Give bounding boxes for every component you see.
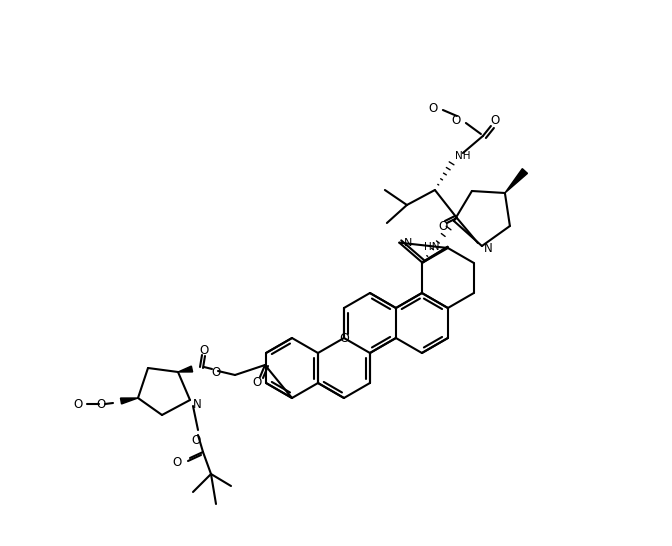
Text: NH: NH (455, 151, 470, 161)
Text: O: O (428, 102, 437, 115)
Text: N: N (404, 238, 413, 248)
Text: O: O (212, 365, 220, 378)
Polygon shape (178, 366, 193, 372)
Text: O: O (452, 114, 460, 127)
Polygon shape (120, 398, 138, 404)
Text: O: O (73, 399, 83, 412)
Text: N: N (484, 241, 493, 254)
Text: HN: HN (424, 242, 439, 252)
Polygon shape (505, 169, 528, 193)
Text: O: O (200, 345, 208, 358)
Text: O: O (173, 455, 181, 468)
Text: O: O (438, 219, 448, 233)
Text: O: O (192, 434, 201, 447)
Text: O: O (491, 115, 499, 128)
Text: O: O (339, 331, 349, 345)
Text: O: O (253, 377, 261, 389)
Text: O: O (96, 399, 106, 412)
Text: N: N (193, 397, 202, 411)
